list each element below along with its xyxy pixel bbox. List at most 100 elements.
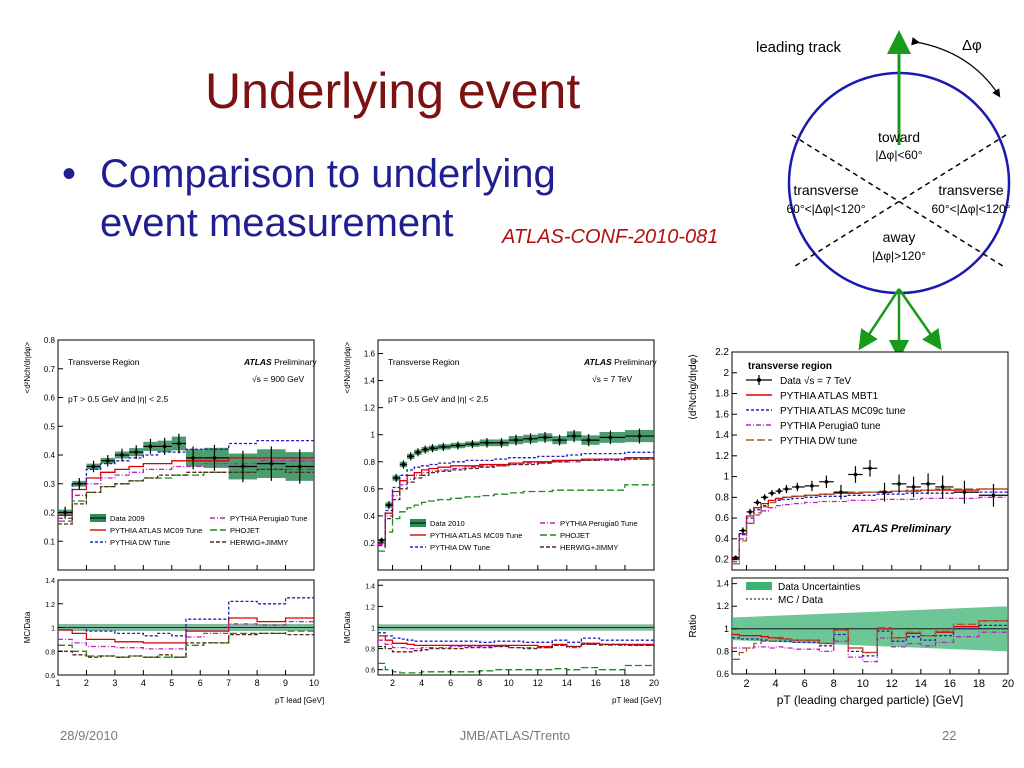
x-tick-label: 6 [198,678,203,688]
ratio-curve [58,620,314,650]
data-marker [269,461,274,466]
ratio-y-tick-label: 1 [724,624,729,634]
ratio-legend-swatch [746,582,772,590]
legend-label: PHOJET [230,526,260,535]
bullet-marker: • [62,152,77,196]
ratio-curve [378,639,654,650]
data-marker [148,444,153,449]
data-marker [911,485,916,489]
data-marker [543,435,547,440]
away-arrow [858,288,901,351]
y-axis-title: ⟨d²Nchg/dηdφ⟩ [688,354,699,420]
data-marker [777,489,782,493]
y-tick-label: 2.2 [715,347,729,358]
ratio-y-tick-label: 1.2 [45,602,55,609]
y-tick-label: 0.8 [715,492,729,503]
data-marker [824,479,829,484]
footer-date: 28/9/2010 [60,728,118,743]
data-marker [401,462,406,467]
x-axis-title: pT (leading charged particle) [GeV] [777,693,964,707]
ratio-y-tick-label: 0.6 [365,668,375,675]
data-marker [441,445,446,449]
data-marker [733,555,738,560]
ratio-y-tick-label: 0.6 [45,673,55,680]
legend-label: PHOJET [560,531,590,540]
y-tick-label: 0.8 [44,336,56,345]
y-tick-label: 0.8 [364,458,376,467]
data-marker [379,538,384,543]
data-marker [423,447,428,452]
data-marker [77,481,82,486]
y-tick-label: 0.2 [44,509,56,518]
ratio-y-tick-label: 0.8 [365,647,375,654]
x-tick-label: 4 [773,678,779,690]
y-tick-label: 1.4 [364,377,376,386]
mc-curve [378,458,654,545]
divider-line [791,134,1007,269]
legend-label: Data 2009 [110,514,145,523]
x-tick-label: 18 [973,678,985,690]
data-marker [897,482,901,486]
data-marker [191,456,195,460]
y-tick-label: 0.1 [44,537,56,546]
footer-page-number: 22 [942,728,957,743]
data-marker [868,466,872,471]
legend-label: PYTHIA DW Tune [430,543,490,552]
mc-curve [378,451,654,544]
data-marker [882,490,887,494]
x-tick-label: 2 [390,678,395,688]
data-marker [926,482,930,486]
leading-track-label: leading track [756,39,842,56]
ratio-y-axis-title: Ratio [688,614,699,638]
mc-curve [378,457,654,544]
x-tick-label: 9 [283,678,288,688]
data-marker [91,464,96,469]
data-marker [839,490,843,494]
data-marker [586,438,591,442]
x-tick-label: 20 [1002,678,1014,690]
region-label: Transverse Region [68,357,140,367]
data-marker [557,438,562,442]
slide-title: Underlying event [205,63,581,119]
x-tick-label: 10 [857,678,869,690]
cuts-label: pT > 0.5 GeV and |η| < 2.5 [68,394,168,404]
cuts-label: pT > 0.5 GeV and |η| < 2.5 [388,394,488,404]
data-marker [177,441,181,446]
ratio-curve [58,632,314,658]
y-tick-label: 1.2 [715,451,729,462]
divider-line [791,134,1007,269]
legend-label: PYTHIA ATLAS MC09 Tune [110,526,202,535]
x-tick-label: 2 [84,678,89,688]
x-tick-label: 16 [944,678,956,690]
y-tick-label: 1.6 [364,350,376,359]
x-tick-label: 12 [886,678,898,690]
energy-label: √s = 7 TeV [592,374,633,384]
ratio-legend-label: Data Uncertainties [778,582,860,593]
transverse-right-label: transverse [938,182,1004,198]
delta-phi-label: Δφ [962,37,982,54]
legend-label: Data √s = 7 TeV [780,375,852,387]
footer-center: JMB/ATLAS/Trento [459,728,571,743]
region-label: transverse region [748,361,832,372]
chart-transverse-atlas-mc-comparison: 0.2 0.4 0.6 0.8 1 1.2 1.4 1.6 1.8 2 2.2 0.6 0.8 1 1.2 1… [688,347,1014,707]
data-marker [499,441,504,445]
y-axis-title: <d²Nch/dηdφ> [343,342,352,394]
atlas-label: ATLAS Preliminary [583,357,657,367]
data-marker [853,472,858,477]
y-tick-label: 0.2 [364,539,376,548]
legend-label: PYTHIA Perugia0 Tune [230,514,308,523]
y-tick-label: 1 [723,472,729,483]
atlas-label: ATLAS Preliminary [243,357,317,367]
y-tick-label: 1 [371,431,376,440]
x-tick-label: 4 [141,678,146,688]
ratio-curve [58,597,314,637]
y-tick-label: 0.5 [44,422,56,431]
y-tick-label: 1.4 [715,430,729,441]
mc-curve [732,491,1008,561]
mc-curve [58,439,314,514]
mc-curve [58,468,314,525]
mc-curve [378,458,654,547]
x-tick-label: 6 [448,678,453,688]
ratio-curve [378,643,654,653]
ratio-legend-label: MC / Data [778,595,823,606]
